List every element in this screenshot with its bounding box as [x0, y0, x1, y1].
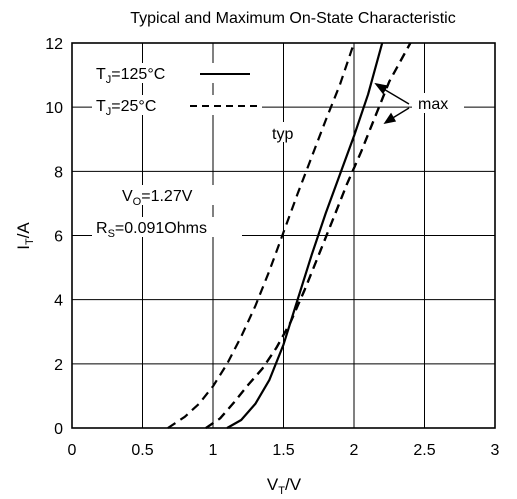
x-tick-label: 0.5	[131, 442, 153, 459]
typ-label: typ	[272, 126, 293, 143]
x-tick-label: 1	[209, 442, 218, 459]
x-tick-label: 0	[68, 442, 77, 459]
x-tick-label: 3	[491, 442, 500, 459]
y-tick-label: 10	[45, 100, 63, 117]
chart-title: Typical and Maximum On-State Characteris…	[130, 10, 455, 27]
x-axis-label: VT/V	[267, 475, 302, 497]
x-tick-label: 2.5	[413, 442, 435, 459]
y-tick-label: 2	[54, 357, 63, 374]
y-tick-label: 6	[54, 229, 63, 246]
y-tick-label: 4	[54, 293, 63, 310]
y-tick-label: 0	[54, 421, 63, 438]
y-tick-label: 8	[54, 164, 63, 181]
max-label: max	[418, 96, 448, 113]
x-tick-label: 1.5	[272, 442, 294, 459]
y-axis-label: IT/A	[14, 222, 36, 250]
max-arrows	[376, 84, 409, 123]
y-tick-label: 12	[45, 36, 63, 53]
x-tick-label: 2	[350, 442, 359, 459]
